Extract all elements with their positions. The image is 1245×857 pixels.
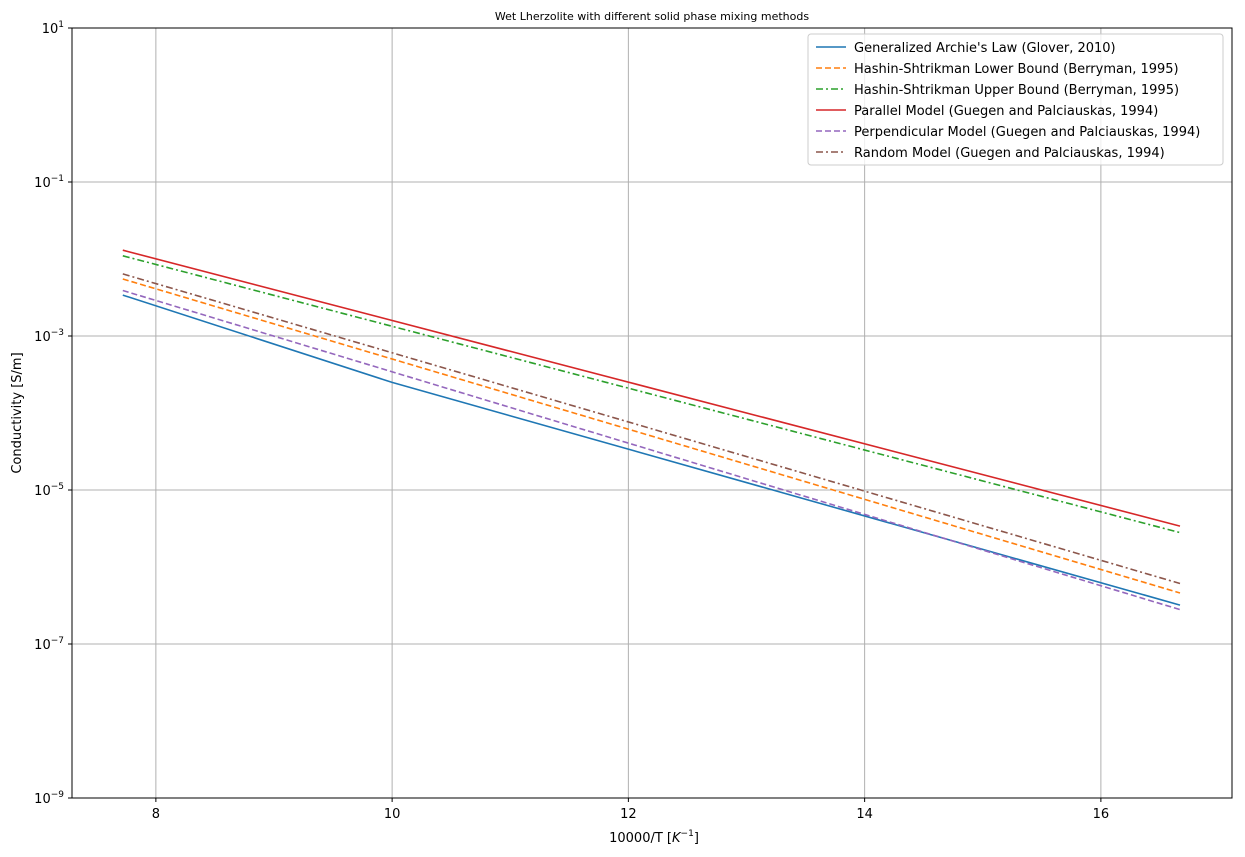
series-line-6 <box>122 273 1181 585</box>
x-tick-label: 14 <box>856 807 873 822</box>
legend-entry: Hashin-Shtrikman Lower Bound (Berryman, … <box>854 62 1179 77</box>
x-tick-label: 8 <box>152 807 160 822</box>
chart-title: Wet Lherzolite with different solid phas… <box>495 10 809 23</box>
y-tick-label: 10−5 <box>34 482 64 499</box>
x-tick-label: 12 <box>620 807 637 822</box>
y-axis-label: Conductivity [S/m] <box>10 352 25 473</box>
legend-entry: Parallel Model (Guegen and Palciauskas, … <box>854 104 1158 119</box>
legend-box <box>807 33 1224 166</box>
legend: Generalized Archie's Law (Glover, 2010) H… <box>807 33 1224 166</box>
x-tick-label: 16 <box>1093 807 1110 822</box>
legend-entry: Generalized Archie's Law (Glover, 2010) <box>854 41 1116 56</box>
series-line-3 <box>122 255 1181 534</box>
legend-entry: Perpendicular Model (Guegen and Palciaus… <box>854 125 1200 140</box>
y-tick-label: 10−1 <box>34 174 64 191</box>
y-tick-label: 10−3 <box>34 328 64 345</box>
legend-entry: Hashin-Shtrikman Upper Bound (Berryman, … <box>854 83 1179 98</box>
series-line-4 <box>122 249 1181 527</box>
series-layer <box>122 249 1181 611</box>
y-tick-label: 10−9 <box>34 790 64 807</box>
series-line-5 <box>122 289 1181 611</box>
x-axis-label: 10000/T [K−1] <box>609 829 699 846</box>
series-line-2 <box>122 278 1181 594</box>
y-tick-label: 101 <box>42 20 64 37</box>
y-tick-label: 10−7 <box>34 636 64 653</box>
legend-entry: Random Model (Guegen and Palciauskas, 19… <box>854 146 1165 161</box>
x-tick-label: 10 <box>384 807 401 822</box>
ticks: 8 10 12 14 16 10−9 10−7 10−5 10−3 10−1 101 <box>34 20 1109 822</box>
plot-frame <box>71 27 1233 799</box>
